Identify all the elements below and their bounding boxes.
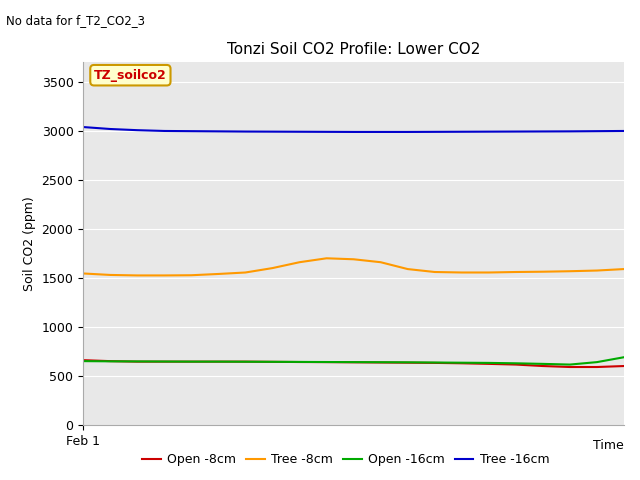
Legend: Open -8cm, Tree -8cm, Open -16cm, Tree -16cm: Open -8cm, Tree -8cm, Open -16cm, Tree -…: [137, 448, 554, 471]
Y-axis label: Soil CO2 (ppm): Soil CO2 (ppm): [23, 196, 36, 291]
Text: TZ_soilco2: TZ_soilco2: [94, 69, 167, 82]
Text: No data for f_T2_CO2_3: No data for f_T2_CO2_3: [6, 14, 145, 27]
Text: Time: Time: [593, 439, 624, 452]
Title: Tonzi Soil CO2 Profile: Lower CO2: Tonzi Soil CO2 Profile: Lower CO2: [227, 42, 480, 57]
